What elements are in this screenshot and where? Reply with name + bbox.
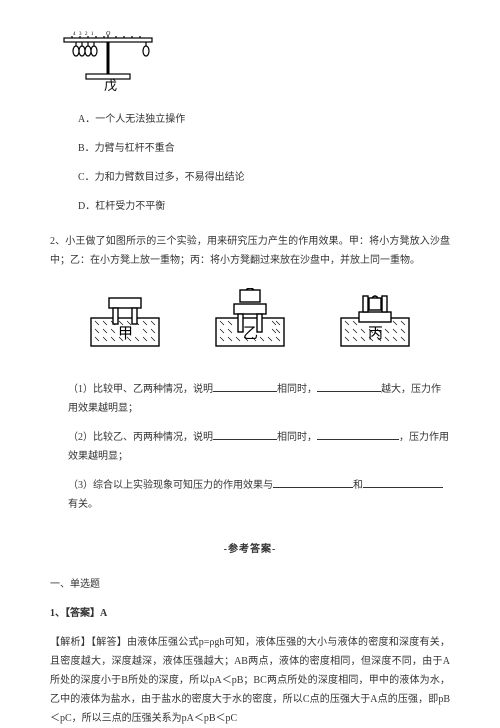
blank-1-2 (317, 383, 381, 392)
q2s3b: 和 (353, 480, 363, 491)
blank-3-1 (273, 479, 353, 488)
q2s1b: 相同时， (277, 384, 317, 395)
q2-sub2: （2）比较乙、丙两种情况，说明相同时，，压力作用效果越明显； (68, 428, 450, 466)
svg-text:4: 4 (73, 32, 76, 37)
figure-bing: 丙 (335, 288, 415, 360)
q2s2a: （2）比较乙、丙两种情况，说明 (68, 432, 213, 443)
option-b: B．力臂与杠杆不重合 (78, 139, 450, 158)
q2s3c: 有关。 (68, 499, 98, 510)
option-d: D．杠杆受力不平衡 (78, 197, 450, 216)
svg-text:1: 1 (91, 32, 94, 37)
question-2: 2、小王做了如图所示的三个实验，用来研究压力产生的作用效果。甲：将小方凳放入沙盘… (50, 232, 450, 270)
fig-top-label: 戊 (104, 78, 117, 93)
svg-text:3: 3 (79, 32, 82, 37)
figure-jia: 甲 (85, 288, 165, 360)
option-c: C．力和力臂数目过多，不易得出结论 (78, 168, 450, 187)
q2s3a: （3）综合以上实验现象可知压力的作用效果与 (68, 480, 273, 491)
lever-svg: 4 3 2 1 O 戊 (60, 30, 158, 96)
figures-row: 甲 乙 (50, 288, 450, 360)
q2s1a: （1）比较甲、乙两种情况，说明 (68, 384, 213, 395)
answer-1: 1、【答案】A (50, 604, 450, 623)
option-a: A．一个人无法独立操作 (78, 110, 450, 129)
blank-3-2 (363, 479, 443, 488)
answer-title: -参考答案- (50, 540, 450, 559)
section-1: 一、单选题 (50, 575, 450, 594)
svg-text:甲: 甲 (118, 326, 133, 342)
explain-1: 【解析】【解答】由液体压强公式p=ρgh可知，液体压强的大小与液体的密度和深度有… (50, 633, 450, 728)
q2s2b: 相同时， (277, 432, 317, 443)
figure-yi: 乙 (210, 288, 290, 360)
blank-2-1 (213, 431, 277, 440)
blank-1-1 (213, 383, 277, 392)
option-list: A．一个人无法独立操作 B．力臂与杠杆不重合 C．力和力臂数目过多，不易得出结论… (78, 110, 450, 216)
q2-sub3: （3）综合以上实验现象可知压力的作用效果与 和有关。 (68, 476, 450, 514)
blank-2-2 (317, 431, 399, 440)
q2-sub1: （1）比较甲、乙两种情况，说明相同时，越大，压力作用效果越明显； (68, 380, 450, 418)
svg-text:O: O (106, 31, 111, 37)
svg-text:乙: 乙 (243, 326, 258, 342)
figure-lever: 4 3 2 1 O 戊 (60, 30, 450, 96)
svg-text:丙: 丙 (368, 326, 383, 342)
